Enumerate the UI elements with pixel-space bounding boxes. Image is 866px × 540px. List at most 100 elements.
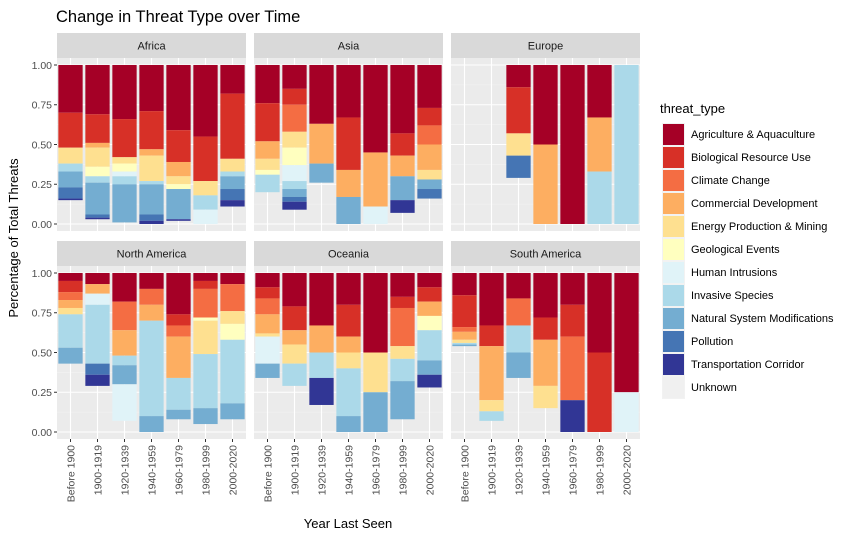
bar-segment — [309, 123, 334, 164]
bar-segment — [417, 179, 442, 190]
bar-segment — [363, 65, 388, 153]
facet-strip — [57, 33, 246, 58]
bar-segment — [166, 65, 191, 131]
bar-segment — [533, 339, 558, 386]
bar-segment — [85, 176, 110, 183]
bar-segment — [282, 306, 307, 331]
x-tick-label: 1920-1939 — [513, 445, 525, 495]
bar-segment — [85, 363, 110, 375]
bar-segment — [166, 325, 191, 337]
bar-segment — [336, 304, 361, 337]
bar-segment — [282, 189, 307, 197]
bar-segment — [112, 176, 137, 185]
bar-segment — [85, 65, 110, 115]
legend-swatch — [663, 239, 684, 260]
legend-swatch — [663, 124, 684, 145]
bar-segment — [58, 314, 83, 348]
bar-segment — [166, 314, 191, 326]
bar-segment — [193, 181, 218, 196]
bar-segment — [255, 363, 280, 378]
bar-segment — [417, 315, 442, 331]
bar-segment — [139, 181, 164, 185]
legend-label: Human Intrusions — [691, 267, 778, 279]
bar-segment — [479, 273, 504, 326]
bar-segment — [390, 358, 415, 382]
bar-segment — [139, 65, 164, 112]
legend-swatch — [663, 170, 684, 191]
bar-segment — [282, 273, 307, 307]
bar-segment — [193, 136, 218, 182]
bar-segment — [139, 288, 164, 305]
bar-segment — [506, 273, 531, 299]
facet-panel: Africa 0.00 0.25 0.50 0.75 1.00 — [32, 33, 246, 231]
bar-segment — [139, 111, 164, 150]
bar-segment — [390, 296, 415, 308]
bar-segment — [166, 409, 191, 420]
bar-segment — [58, 171, 83, 188]
bar-segment — [479, 346, 504, 401]
legend-label: Invasive Species — [691, 290, 774, 302]
bar-segment — [220, 200, 245, 207]
bar-segment — [452, 273, 477, 296]
bar-segment — [309, 163, 334, 183]
facet-panels: Africa 0.00 0.25 0.50 0.75 1.00 Asia Europe Nort… — [32, 33, 640, 502]
bar-segment — [282, 344, 307, 364]
bar-segment — [58, 65, 83, 113]
bar-segment — [587, 65, 612, 118]
bar-segment — [479, 400, 504, 412]
bar-segment — [336, 368, 361, 417]
legend-swatch — [663, 216, 684, 237]
x-tick-label: Before 1900 — [459, 445, 471, 502]
bar-segment — [112, 171, 137, 177]
bar-segment — [166, 336, 191, 378]
bar-segment — [452, 339, 477, 343]
bar-segment — [417, 360, 442, 375]
bar-segment — [193, 65, 218, 137]
bar-segment — [220, 273, 245, 285]
bar-segment — [112, 330, 137, 356]
x-tick-label: 1920-1939 — [316, 445, 328, 495]
bar-segment — [533, 385, 558, 409]
y-tick-label: 0.25 — [32, 179, 53, 191]
x-tick-label: Before 1900 — [65, 445, 77, 502]
bar-segment — [390, 176, 415, 201]
bar-segment — [390, 346, 415, 359]
legend-swatch — [663, 147, 684, 168]
bar-segment — [363, 352, 388, 393]
bar-segment — [58, 347, 83, 364]
x-tick-label: 1940-1959 — [540, 445, 552, 495]
bar-segment — [58, 292, 83, 301]
bar-segment — [58, 280, 83, 293]
bar-segment — [166, 176, 191, 185]
bar-segment — [255, 158, 280, 170]
x-axis-title: Year Last Seen — [304, 516, 392, 531]
bar-segment — [220, 403, 245, 420]
y-tick-label: 0.00 — [32, 219, 53, 231]
bar-segment — [452, 295, 477, 328]
x-tick-label: 2000-2020 — [227, 445, 239, 495]
legend-swatch — [663, 354, 684, 375]
bar-segment — [336, 65, 361, 118]
facet-strip — [254, 241, 443, 266]
bar-segment — [336, 336, 361, 353]
bar-segment — [85, 284, 110, 294]
bar-segment — [112, 355, 137, 366]
x-tick-label: 1900-1919 — [486, 445, 498, 495]
bar-segment — [220, 311, 245, 324]
bar-segment — [336, 117, 361, 170]
bar-segment — [533, 144, 558, 224]
bar-segment — [587, 352, 612, 432]
facet-strip-label: South America — [510, 249, 582, 261]
bar-segment — [85, 147, 110, 167]
legend-title: threat_type — [660, 101, 725, 116]
bar-segment — [255, 141, 280, 159]
bar-segment — [417, 273, 442, 288]
bar-segment — [363, 273, 388, 353]
bar-segment — [417, 107, 442, 126]
bar-segment — [417, 169, 442, 180]
bar-segment — [309, 65, 334, 124]
bar-segment — [139, 320, 164, 417]
bar-segment — [193, 280, 218, 289]
bar-segment — [193, 195, 218, 210]
bar-segment — [220, 323, 245, 340]
